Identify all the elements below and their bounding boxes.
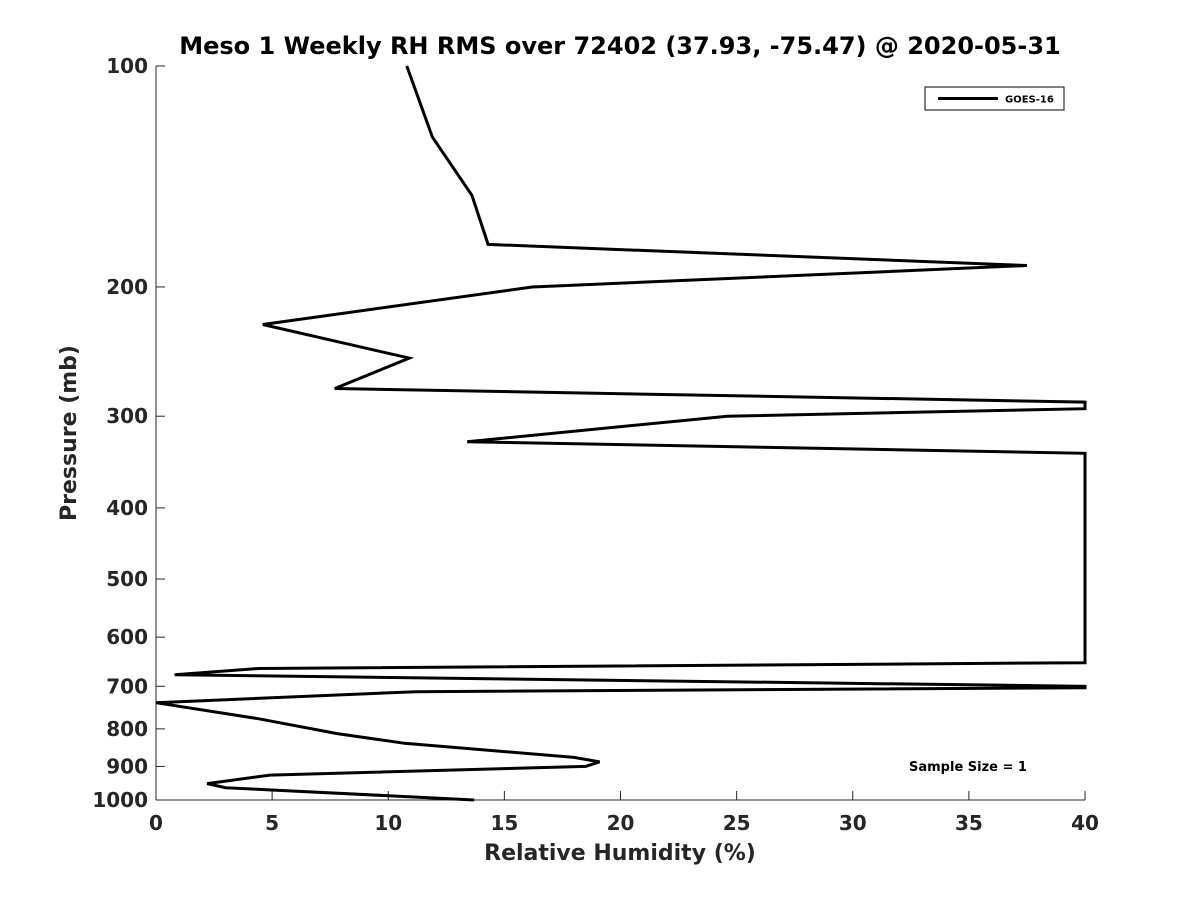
x-axis-label: Relative Humidity (%) (484, 841, 756, 866)
x-tick-label: 35 (955, 811, 983, 835)
y-tick-label: 300 (106, 404, 148, 428)
x-tick-label: 10 (374, 811, 402, 835)
y-tick-label: 1000 (92, 788, 148, 812)
x-axis-ticks: 0 5 10 15 20 25 30 35 40 (149, 791, 1099, 835)
y-tick-label: 800 (106, 717, 148, 741)
y-axis-label: Pressure (mb) (57, 345, 82, 521)
x-tick-label: 25 (723, 811, 751, 835)
series-line-goes-16 (155, 65, 1087, 802)
y-tick-label: 700 (106, 674, 148, 698)
x-tick-label: 20 (607, 811, 635, 835)
chart-title: Meso 1 Weekly RH RMS over 72402 (37.93, … (179, 32, 1061, 60)
legend: GOES-16 (924, 86, 1065, 111)
y-axis-ticks: 100 200 300 400 500 600 700 800 900 1000 (92, 54, 165, 812)
legend-label-goes-16: GOES-16 (1005, 95, 1054, 106)
y-tick-label: 500 (106, 567, 148, 591)
x-tick-label: 40 (1071, 811, 1099, 835)
x-tick-label: 5 (265, 811, 279, 835)
y-tick-label: 600 (106, 625, 148, 649)
data-series (155, 65, 1087, 802)
y-tick-label: 400 (106, 496, 148, 520)
y-tick-label: 900 (106, 754, 148, 778)
x-tick-label: 0 (149, 811, 163, 835)
x-tick-label: 15 (490, 811, 518, 835)
x-tick-label: 30 (839, 811, 867, 835)
sample-size-annotation: Sample Size = 1 (909, 760, 1027, 775)
y-tick-label: 100 (106, 54, 148, 78)
y-tick-label: 200 (106, 275, 148, 299)
